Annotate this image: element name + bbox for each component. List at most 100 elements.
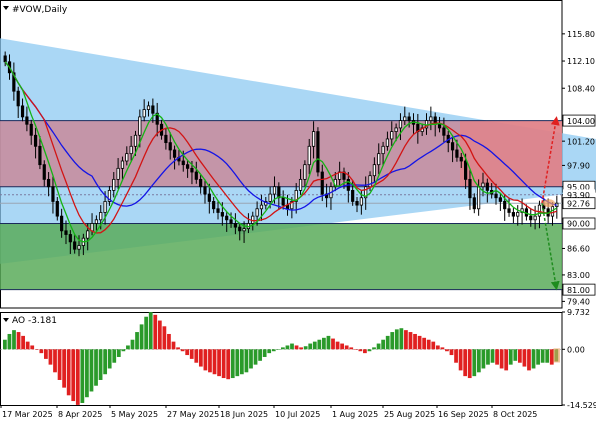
time-tick-label: 27 May 2025 [167,410,219,419]
ao-bar [353,349,358,350]
candle-body [290,201,294,210]
candle-body [537,204,542,217]
candle-body [394,127,398,133]
price-tick-label: 81.00 [567,286,590,295]
ao-bar [536,349,540,365]
ao-bar [62,349,67,388]
ao-bar [39,349,44,354]
ao-bar [540,349,545,363]
candle-body [194,171,198,180]
price-tick-label: 101.20 [567,137,595,146]
ao-bar [230,349,235,379]
candle-body [511,212,515,217]
candle-body [12,72,16,92]
ao-bar [244,349,249,373]
ao-bar [372,347,376,350]
candle-body [429,116,433,121]
time-tick-label: 25 Aug 2025 [384,410,435,419]
ao-bar [417,335,422,350]
ao-bar [116,349,121,357]
ao-bar [135,332,139,350]
candle-body [281,197,285,206]
moving-average-green [4,61,558,243]
arrow-down-forecast [541,203,560,291]
ao-current-marker [553,348,560,363]
candle-body [186,164,190,169]
candle-body [73,241,77,250]
ao-bar [80,349,85,403]
price-label-box [562,114,596,127]
candle-body [133,134,138,147]
ao-bar [235,349,240,377]
ao-tick-label: 0.00 [567,346,585,355]
ao-bar [303,346,308,350]
candle-body [203,186,207,195]
ao-bar [276,349,281,350]
ao-bar [463,349,468,377]
candle-body [294,189,298,202]
candle-body [77,245,81,250]
price-label-box [563,189,595,201]
ao-bar [513,349,518,361]
ao-bar [426,339,431,350]
price-label-box [562,283,596,296]
ao-bar [89,349,94,392]
candle-body [298,178,303,191]
candle-body [368,175,372,188]
ao-bar [435,345,440,350]
ao-bar [431,341,436,350]
candle-body [146,105,151,110]
candle-body [259,204,264,210]
ao-bar [148,312,153,350]
ao-bar [312,341,317,350]
ao-bar [226,349,231,380]
ao-bar [294,345,299,350]
ao-bar [153,314,158,350]
ao-bar [549,349,554,365]
candle-body [238,226,242,232]
candle-body [16,90,20,107]
candle-body [450,142,455,151]
ao-bar [454,349,458,363]
candle-body [212,201,216,210]
candle-body [390,131,394,140]
ao-bar [363,349,367,354]
candle-body [112,178,116,191]
price-tick-label: 86.60 [567,245,590,254]
time-tick-label: 17 Mar 2025 [2,410,53,419]
time-tick-label: 1 Aug 2025 [332,410,378,419]
candle-body [381,145,385,155]
ao-bar [335,341,340,350]
ao-tick-label: 9.732 [567,308,590,317]
time-axis-layer: 17 Mar 2025 8 Apr 2025 5 May 2025 27 May 20… [0,405,537,419]
labels-layer: #VOW,Daily AO -3.181 [3,5,68,326]
price-tick-label: 95.00 [567,183,590,192]
candle-body [398,120,403,129]
ao-bar [376,343,381,350]
candle-body [242,228,246,232]
candle-body [437,123,442,129]
ao-bar [12,330,16,350]
candle-body [29,123,33,136]
ao-bar [445,349,449,352]
ao-bar [85,349,89,398]
candle-body [455,149,459,158]
time-tick-label: 8 Oct 2025 [493,410,537,419]
indicator-dropdown-icon[interactable] [3,318,9,322]
candle-body [468,178,472,199]
candle-body [199,178,203,188]
candle-body [3,55,7,63]
ao-bar [7,333,12,350]
moving-average-blue [4,61,557,211]
candle-body [42,164,46,180]
candle-body [116,167,120,180]
candle-body [277,186,281,199]
ao-bar [408,332,413,350]
symbol-dropdown-icon[interactable] [3,6,9,10]
candle-body [138,116,142,136]
ao-bar [180,349,185,352]
price-label-box [562,197,596,210]
ao-bar [103,349,108,375]
ao-panel-border [0,312,563,406]
